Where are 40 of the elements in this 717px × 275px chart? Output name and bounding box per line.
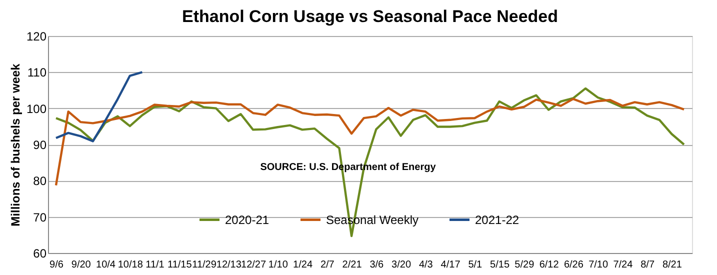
x-tick-label: 1/24 bbox=[293, 260, 313, 270]
y-tick-label: 110 bbox=[27, 66, 47, 80]
x-tick-label: 5/1 bbox=[468, 260, 483, 270]
chart-title: Ethanol Corn Usage vs Seasonal Pace Needed bbox=[182, 7, 558, 26]
x-tick-label: 3/20 bbox=[392, 260, 412, 270]
x-tick-label: 6/12 bbox=[539, 260, 560, 270]
x-tick-label: 1/10 bbox=[268, 260, 288, 270]
x-tick-label: 5/15 bbox=[490, 260, 510, 270]
legend-label: 2021-22 bbox=[475, 212, 520, 227]
x-tick-label: 8/21 bbox=[662, 260, 682, 270]
y-axis-title: Millions of bushels per week bbox=[8, 63, 22, 226]
x-tick-label: 11/29 bbox=[192, 260, 217, 270]
x-tick-label: 11/15 bbox=[167, 260, 192, 270]
y-tick-label: 80 bbox=[33, 174, 47, 188]
x-tick-label: 12/13 bbox=[216, 260, 242, 270]
x-tick-label: 2/21 bbox=[342, 260, 362, 270]
x-tick-label: 2/7 bbox=[320, 260, 335, 270]
x-tick-label: 3/6 bbox=[370, 260, 384, 270]
x-tick-label: 9/20 bbox=[71, 260, 92, 270]
x-tick-label: 9/6 bbox=[50, 260, 64, 270]
x-tick-label: 4/17 bbox=[440, 260, 461, 270]
y-tick-label: 70 bbox=[33, 210, 47, 224]
y-tick-label: 90 bbox=[33, 138, 47, 152]
line-series bbox=[54, 98, 686, 186]
line-series bbox=[54, 87, 686, 238]
x-tick-label: 5/29 bbox=[514, 260, 535, 270]
y-tick-label: 100 bbox=[26, 102, 47, 116]
y-tick-label: 120 bbox=[26, 30, 47, 44]
x-tick-label: 8/7 bbox=[640, 260, 655, 270]
line-series bbox=[54, 71, 144, 142]
x-tick-label: 11/1 bbox=[146, 260, 165, 270]
x-tick-label: 6/26 bbox=[564, 260, 584, 270]
x-tick-label: 7/10 bbox=[588, 260, 608, 270]
y-tick-label: 60 bbox=[33, 246, 47, 260]
x-tick-label: 4/3 bbox=[418, 260, 434, 270]
x-tick-label: 12/27 bbox=[241, 260, 266, 270]
x-tick-label: 10/4 bbox=[96, 260, 116, 270]
x-tick-label: 7/24 bbox=[613, 260, 634, 270]
x-tick-label: 10/18 bbox=[118, 260, 144, 270]
legend-label: 2020-21 bbox=[225, 212, 270, 227]
